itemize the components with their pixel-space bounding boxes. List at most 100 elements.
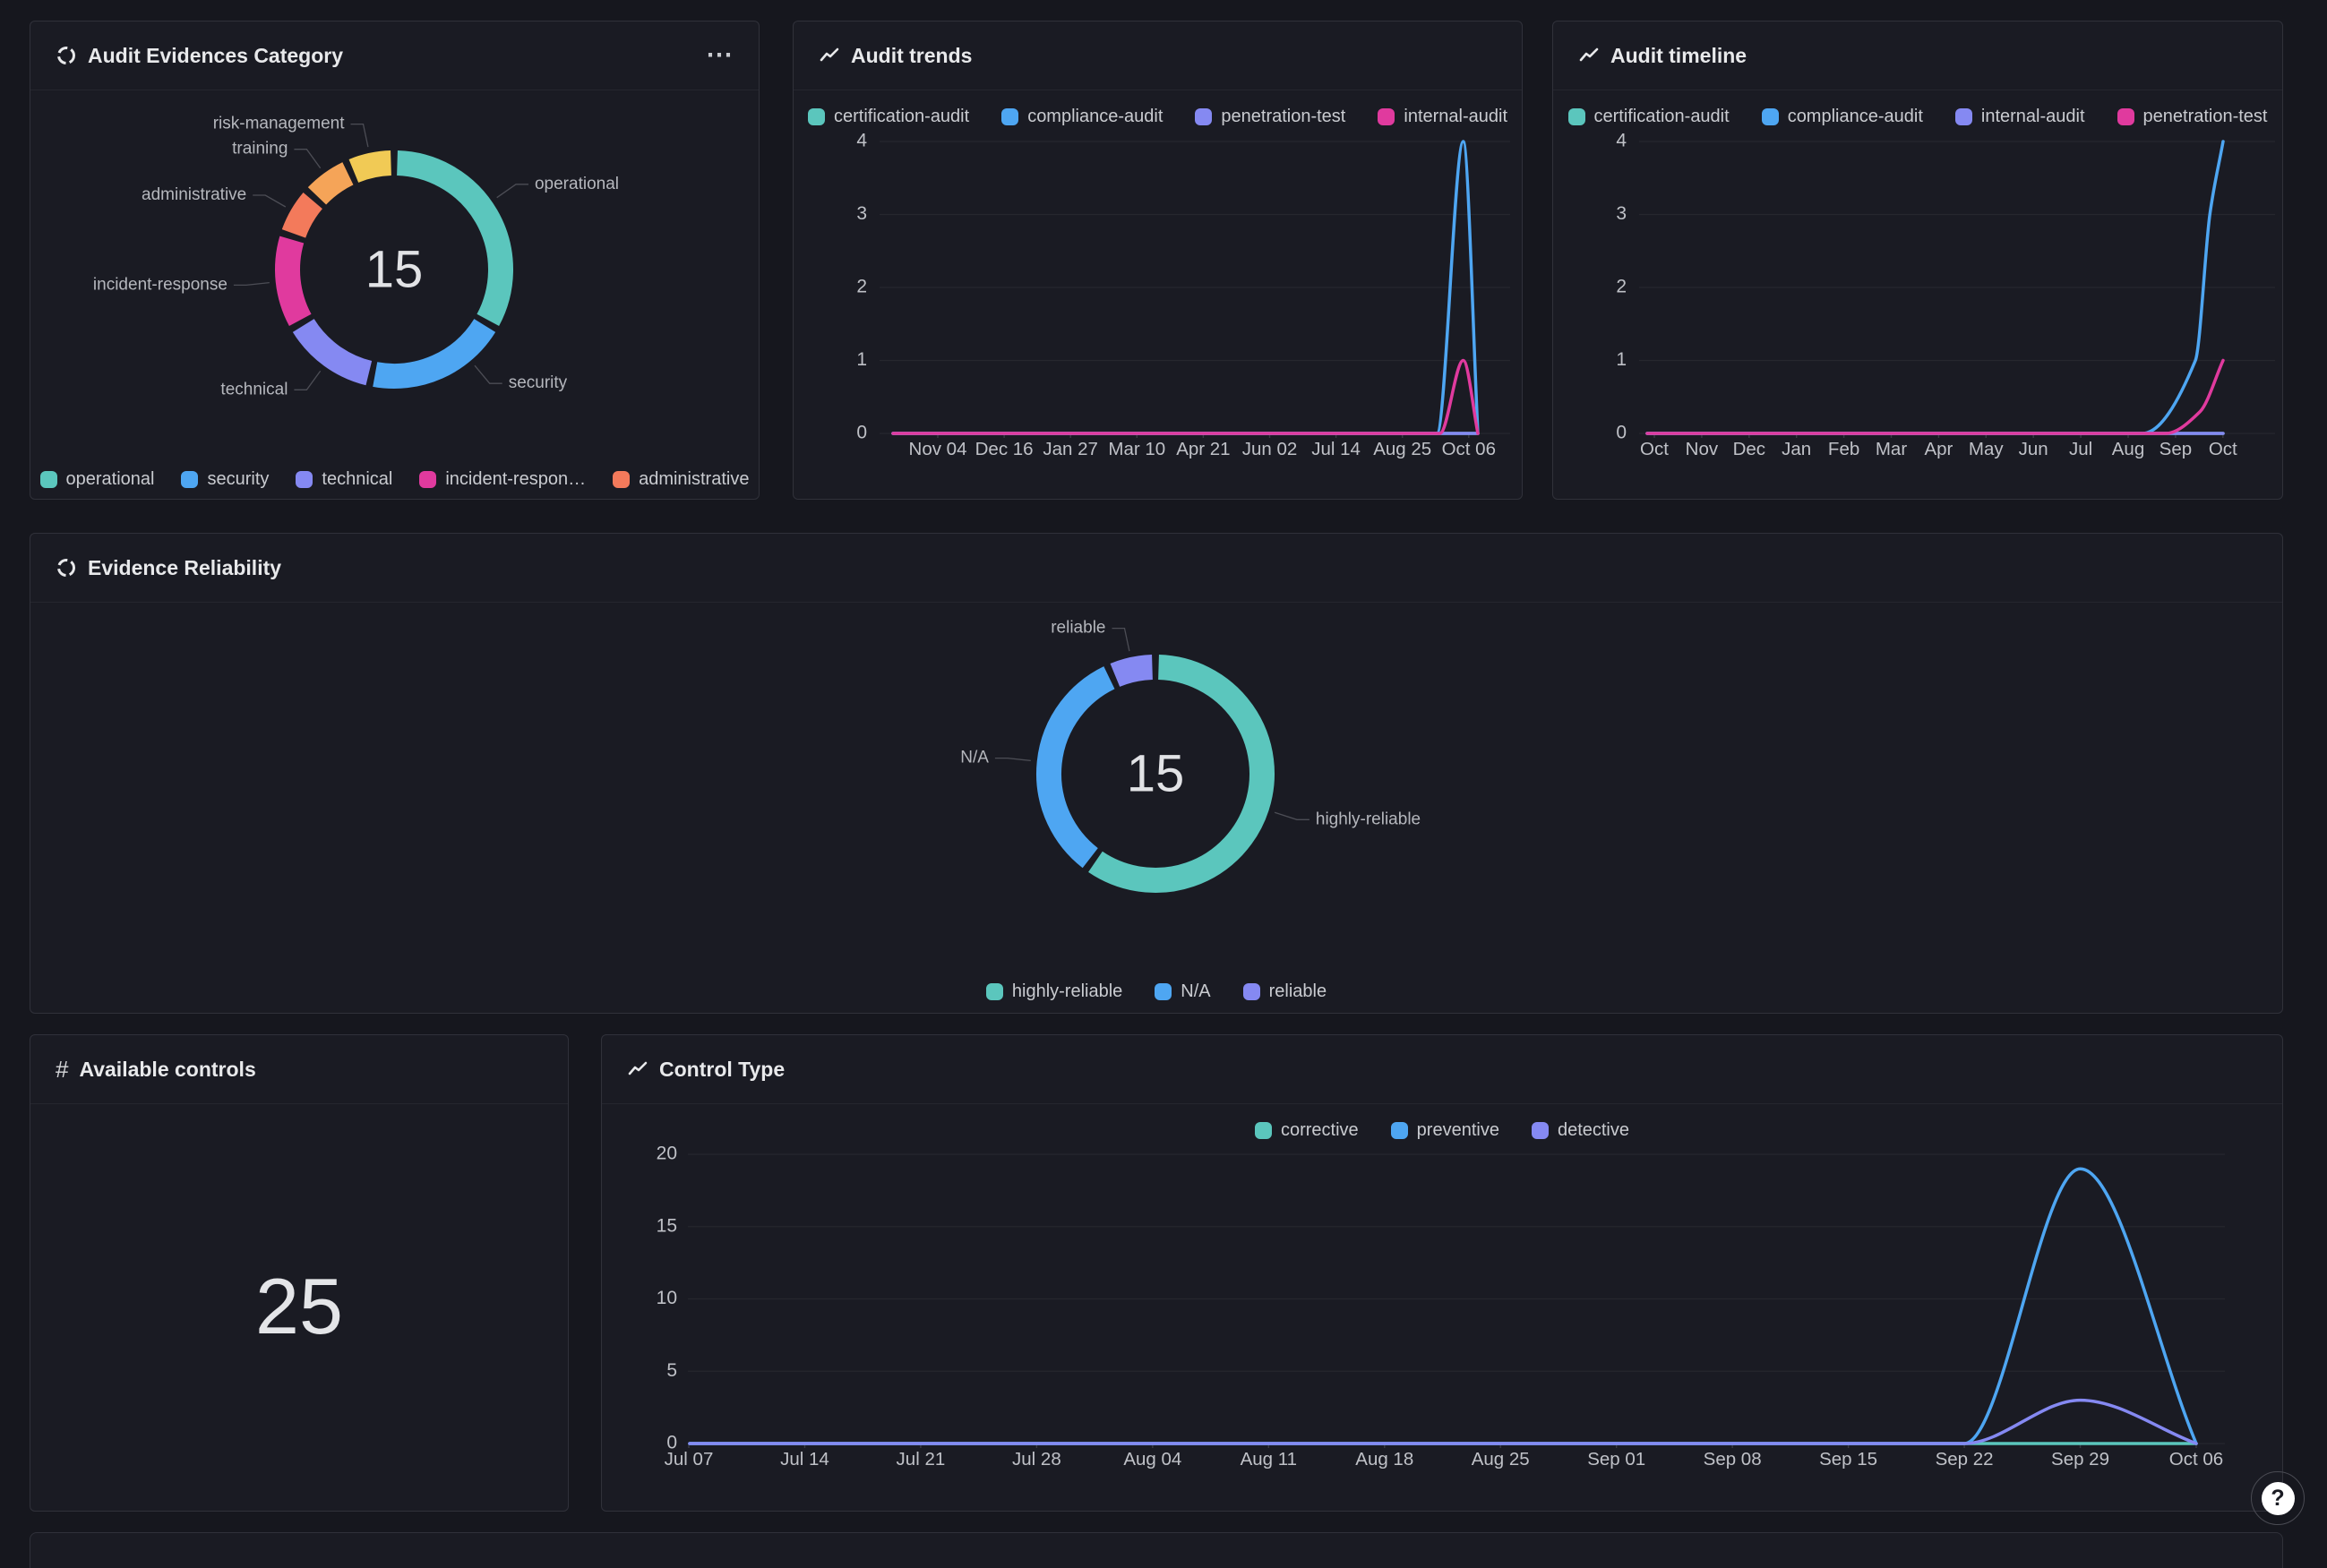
legend-item-corrective[interactable]: corrective — [1254, 1120, 1359, 1141]
legend-item-operational[interactable]: operational — [39, 469, 155, 490]
legend-label: N/A — [1181, 981, 1211, 1001]
help-button[interactable]: ? — [2251, 1471, 2305, 1525]
donut-slice-label: highly-reliable — [1316, 810, 1421, 828]
donut-chart-icon — [56, 557, 77, 578]
x-axis-tick-label: Nov 04 — [909, 439, 967, 459]
x-axis-tick-label: Aug 25 — [1373, 439, 1431, 459]
legend-swatch — [613, 471, 631, 488]
y-axis-tick-label: 1 — [1616, 349, 1627, 370]
donut-slice-administrative[interactable] — [281, 192, 323, 239]
y-axis-tick-label: 3 — [1616, 203, 1627, 224]
legend-label: incident-respon… — [445, 469, 587, 489]
legend-item-incident-respon-[interactable]: incident-respon… — [419, 469, 586, 490]
x-axis-tick-label: Sep — [2160, 439, 2192, 459]
donut-slice-technical[interactable] — [292, 318, 373, 386]
donut-slice-label: reliable — [1051, 619, 1105, 638]
series-line-detective[interactable] — [688, 1398, 2198, 1445]
y-axis-tick-label: 10 — [657, 1288, 677, 1308]
series-line-preventive[interactable] — [688, 1167, 2198, 1445]
donut-slice-security[interactable] — [373, 318, 496, 389]
legend-item-certification-audit[interactable]: certification-audit — [1567, 107, 1730, 127]
legend-label: internal-audit — [1404, 107, 1507, 126]
control-type-line-chart[interactable]: 0 5 10 15 20 Jul 07 Jul 14 Jul 21 Jul 28 Aug 04 Au… — [602, 1035, 2284, 1512]
audit-evidences-donut-chart[interactable]: operational security technical incident-res… — [30, 21, 760, 501]
legend-item-internal-audit[interactable]: internal-audit — [1378, 107, 1507, 127]
label-leader-line — [1274, 811, 1309, 820]
donut-slice-reliable[interactable] — [1110, 655, 1154, 688]
donut-slice-label: security — [509, 373, 568, 392]
y-axis-tick-label: 15 — [657, 1215, 677, 1236]
y-axis-tick-label: 1 — [856, 349, 867, 370]
legend-item-technical[interactable]: technical — [296, 469, 392, 490]
panel-available-controls: # Available controls 25 — [30, 1034, 569, 1512]
legend-item-n-a[interactable]: N/A — [1155, 981, 1211, 1002]
donut-slice-highly-reliable[interactable] — [1088, 655, 1275, 893]
line-chart-icon — [1578, 45, 1600, 66]
legend-swatch — [1567, 108, 1585, 125]
legend-item-security[interactable]: security — [181, 469, 269, 490]
legend-item-penetration-test[interactable]: penetration-test — [1195, 107, 1345, 127]
donut-slice-label: incident-response — [93, 275, 228, 294]
x-axis-tick-label: Oct 06 — [1442, 439, 1496, 459]
x-axis-tick-label: Oct — [2209, 439, 2237, 459]
chart-legend: operational security technical incident-res… — [30, 469, 759, 490]
legend-label: preventive — [1416, 1120, 1499, 1140]
legend-swatch — [181, 471, 199, 488]
legend-item-detective[interactable]: detective — [1531, 1120, 1629, 1141]
panel-header: Audit timeline — [1553, 21, 2282, 90]
legend-item-compliance-audit[interactable]: compliance-audit — [1761, 107, 1923, 127]
panel-audit-trends: Audit trends certification-audit complian… — [793, 21, 1523, 500]
x-axis-tick-label: Sep 29 — [2051, 1449, 2109, 1469]
donut-slice-risk-management[interactable] — [348, 150, 392, 184]
legend-swatch — [1242, 983, 1260, 1000]
panel-title: Audit trends — [851, 43, 973, 67]
donut-slice-n-a[interactable] — [1036, 666, 1115, 869]
legend-item-internal-audit[interactable]: internal-audit — [1954, 107, 2085, 127]
legend-item-penetration-test[interactable]: penetration-test — [2117, 107, 2268, 127]
panel-header: Audit Evidences Category ⋯ — [30, 21, 759, 90]
audit-trends-line-chart[interactable]: 0 1 2 3 4 Nov 04 Dec 16 Jan 27 Mar 10 Apr 21 Jun 0… — [794, 21, 1524, 501]
series-line-penetration-test[interactable] — [1645, 358, 2225, 435]
x-axis-tick-label: Sep 08 — [1704, 1449, 1762, 1469]
donut-total-value: 15 — [365, 241, 424, 299]
donut-slice-training[interactable] — [307, 162, 354, 205]
label-leader-line — [496, 184, 528, 199]
series-line-internal-audit[interactable] — [891, 358, 1480, 435]
label-leader-line — [474, 364, 502, 384]
legend-item-compliance-audit[interactable]: compliance-audit — [1001, 107, 1163, 127]
available-controls-value: 25 — [255, 1262, 343, 1350]
legend-item-administrative[interactable]: administrative — [613, 469, 749, 490]
panel-title: Control Type — [659, 1057, 786, 1081]
legend-item-preventive[interactable]: preventive — [1390, 1120, 1499, 1141]
audit-timeline-line-chart[interactable]: 0 1 2 3 4 Oct Nov Dec Jan Feb Mar Apr May Jun Jul Aug Se… — [1553, 21, 2284, 501]
donut-slice-incident-response[interactable] — [275, 236, 312, 327]
y-axis-tick-label: 3 — [856, 203, 867, 224]
label-leader-line — [294, 149, 322, 169]
y-axis-tick-label: 0 — [666, 1433, 677, 1453]
y-axis-tick-label: 4 — [1616, 131, 1627, 151]
legend-swatch — [1954, 108, 1972, 125]
legend-item-certification-audit[interactable]: certification-audit — [808, 107, 969, 127]
x-axis-tick-label: Nov — [1686, 439, 1719, 459]
x-axis-tick-label: Mar — [1876, 439, 1907, 459]
legend-swatch — [1531, 1122, 1549, 1139]
y-axis-tick-label: 20 — [657, 1144, 677, 1164]
x-axis-tick-label: Aug — [2112, 439, 2144, 459]
legend-item-highly-reliable[interactable]: highly-reliable — [985, 981, 1122, 1002]
panel-audit-evidences-category: Audit Evidences Category ⋯ operational se… — [30, 21, 760, 500]
x-axis-tick-label: Mar 10 — [1108, 439, 1165, 459]
y-axis-tick-label: 5 — [666, 1360, 677, 1381]
chart-legend: corrective preventive detective — [602, 1120, 2282, 1141]
donut-slice-label: operational — [535, 175, 619, 193]
chart-legend: highly-reliable N/A reliable — [30, 981, 2282, 1002]
label-leader-line — [994, 757, 1031, 762]
legend-swatch — [1001, 108, 1019, 125]
y-axis-tick-label: 0 — [856, 423, 867, 443]
legend-item-reliable[interactable]: reliable — [1242, 981, 1327, 1002]
donut-slice-label: administrative — [142, 185, 246, 204]
legend-label: operational — [65, 469, 155, 489]
donut-slice-operational[interactable] — [396, 150, 513, 327]
legend-swatch — [2117, 108, 2134, 125]
evidence-reliability-donut-chart[interactable]: highly-reliable N/A reliable 15 — [30, 534, 2284, 1015]
